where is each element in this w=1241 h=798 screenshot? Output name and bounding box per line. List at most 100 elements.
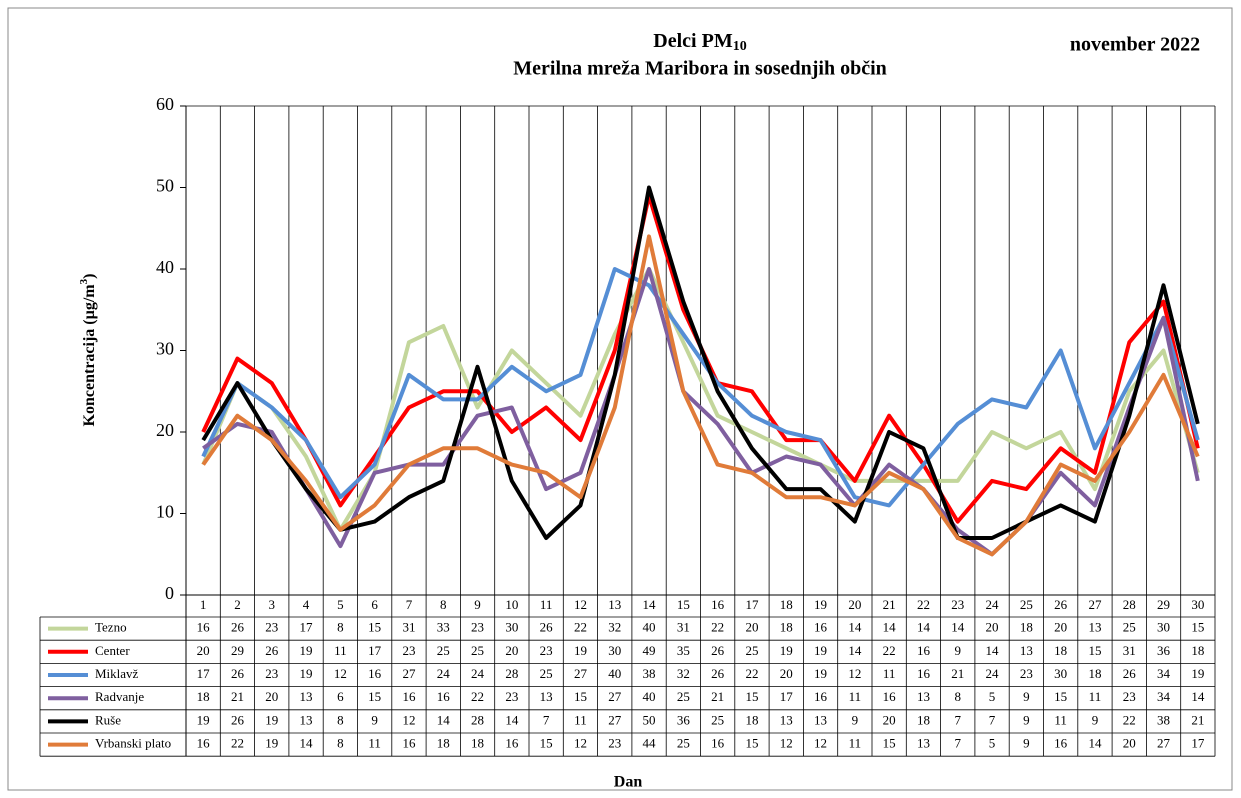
table-value: 20 xyxy=(1123,736,1136,751)
table-value: 9 xyxy=(1092,712,1099,727)
table-value: 19 xyxy=(300,666,313,681)
x-tick-label: 30 xyxy=(1191,597,1204,612)
table-value: 17 xyxy=(368,643,382,658)
series-line xyxy=(201,234,1200,557)
table-value: 18 xyxy=(917,712,930,727)
x-tick-label: 17 xyxy=(745,597,759,612)
table-value: 30 xyxy=(505,620,518,635)
table-value: 25 xyxy=(1123,620,1136,635)
table-value: 9 xyxy=(955,643,962,658)
table-value: 30 xyxy=(1054,666,1067,681)
table-value: 26 xyxy=(711,643,725,658)
table-value: 30 xyxy=(1157,620,1170,635)
table-value: 7 xyxy=(543,712,550,727)
table-value: 11 xyxy=(368,736,381,751)
table-value: 16 xyxy=(197,736,211,751)
table-value: 38 xyxy=(1157,712,1170,727)
table-value: 9 xyxy=(1023,712,1030,727)
chart-title: Delci PM10 xyxy=(653,30,746,55)
table-value: 23 xyxy=(540,643,553,658)
table-value: 7 xyxy=(955,736,962,751)
y-tick-label: 50 xyxy=(156,176,174,196)
table-value: 29 xyxy=(231,643,244,658)
x-tick-label: 2 xyxy=(234,597,241,612)
table-value: 14 xyxy=(986,643,1000,658)
table-value: 16 xyxy=(917,666,931,681)
table-value: 34 xyxy=(1157,689,1171,704)
table-value: 36 xyxy=(1157,643,1171,658)
table-value: 27 xyxy=(608,712,622,727)
table-value: 5 xyxy=(989,689,996,704)
table-value: 16 xyxy=(814,689,828,704)
table-value: 9 xyxy=(1023,736,1030,751)
table-value: 9 xyxy=(371,712,378,727)
table-value: 19 xyxy=(300,643,313,658)
x-tick-label: 18 xyxy=(780,597,793,612)
table-value: 15 xyxy=(745,736,758,751)
table-value: 14 xyxy=(505,712,519,727)
x-tick-label: 9 xyxy=(474,597,481,612)
table-value: 18 xyxy=(197,689,210,704)
table-value: 8 xyxy=(337,712,344,727)
x-tick-label: 26 xyxy=(1054,597,1068,612)
y-axis-label: Koncentracija (µg/m3) xyxy=(78,274,98,427)
table-value: 22 xyxy=(471,689,484,704)
table-value: 32 xyxy=(608,620,621,635)
table-value: 23 xyxy=(265,666,278,681)
table-value: 44 xyxy=(643,736,657,751)
table-value: 11 xyxy=(849,736,862,751)
chart-subtitle: Merilna mreža Maribora in sosednjih obči… xyxy=(513,58,887,80)
table-value: 30 xyxy=(608,643,621,658)
table-value: 15 xyxy=(1054,689,1067,704)
x-tick-label: 20 xyxy=(848,597,861,612)
table-value: 16 xyxy=(1054,736,1068,751)
table-value: 26 xyxy=(231,666,245,681)
y-tick-label: 30 xyxy=(156,339,174,359)
table-value: 15 xyxy=(540,736,553,751)
table-value: 14 xyxy=(848,620,862,635)
table-value: 15 xyxy=(368,620,381,635)
x-tick-label: 28 xyxy=(1123,597,1136,612)
table-value: 19 xyxy=(814,643,827,658)
y-tick-label: 20 xyxy=(156,420,174,440)
table-value: 15 xyxy=(368,689,381,704)
table-value: 36 xyxy=(677,712,691,727)
table-value: 25 xyxy=(540,666,553,681)
table-value: 15 xyxy=(883,736,896,751)
x-tick-label: 1 xyxy=(200,597,207,612)
table-value: 7 xyxy=(955,712,962,727)
x-tick-label: 6 xyxy=(371,597,378,612)
table-value: 40 xyxy=(643,689,656,704)
table-value: 19 xyxy=(780,643,793,658)
table-value: 16 xyxy=(197,620,211,635)
table-value: 12 xyxy=(402,712,415,727)
table-value: 18 xyxy=(780,620,793,635)
table-value: 26 xyxy=(540,620,554,635)
table-value: 23 xyxy=(471,620,484,635)
table-value: 13 xyxy=(300,689,313,704)
x-tick-label: 13 xyxy=(608,597,621,612)
x-tick-label: 14 xyxy=(643,597,657,612)
table-value: 16 xyxy=(505,736,519,751)
x-tick-label: 29 xyxy=(1157,597,1170,612)
table-value: 14 xyxy=(300,736,314,751)
x-tick-label: 7 xyxy=(406,597,413,612)
x-tick-label: 24 xyxy=(986,597,1000,612)
table-value: 23 xyxy=(265,620,278,635)
table-value: 25 xyxy=(437,643,450,658)
x-tick-label: 16 xyxy=(711,597,725,612)
table-value: 49 xyxy=(643,643,656,658)
table-value: 15 xyxy=(745,689,758,704)
table-value: 17 xyxy=(300,620,314,635)
table-value: 25 xyxy=(677,736,690,751)
table-value: 28 xyxy=(471,712,484,727)
x-tick-label: 4 xyxy=(303,597,310,612)
table-value: 11 xyxy=(1089,689,1102,704)
table-value: 19 xyxy=(265,712,278,727)
table-value: 14 xyxy=(437,712,451,727)
x-tick-label: 23 xyxy=(951,597,964,612)
table-value: 26 xyxy=(231,712,245,727)
table-value: 21 xyxy=(711,689,724,704)
table-value: 12 xyxy=(780,736,793,751)
table-value: 27 xyxy=(1157,736,1171,751)
